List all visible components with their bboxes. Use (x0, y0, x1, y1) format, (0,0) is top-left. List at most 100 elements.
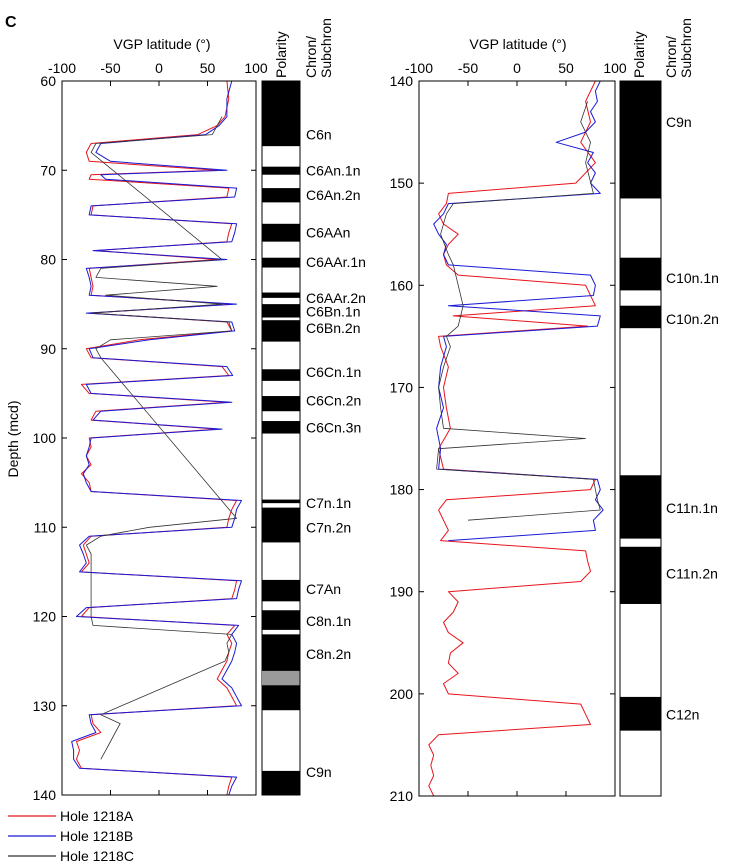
right-series-hole-1218c (436, 101, 601, 521)
legend-label: Hole 1218B (60, 828, 133, 844)
right-chron-label: C10n.1n (666, 270, 719, 286)
left-polarity-block-normal (262, 610, 300, 630)
panel-letter: C (5, 14, 17, 31)
right-polarity-block-normal (620, 305, 661, 329)
left-polarity-block-normal (262, 507, 300, 543)
right-chron-label: C11n.2n (666, 565, 718, 581)
left-chart: VGP latitude (°) Depth (mcd) -100 -50 0 50 1… (5, 18, 366, 803)
left-chron-label: C7n.1n (306, 495, 351, 511)
right-tick-labels: -100 -50 0 50 100 140 150 160 170 180 190 200 210 (390, 60, 627, 804)
right-chron-label: C12n (666, 706, 699, 722)
left-chron-label: C6Cn.3n (306, 419, 361, 435)
left-polarity-block-normal (262, 685, 300, 711)
right-plot-area (418, 80, 616, 797)
left-polarity-block-uncertain (262, 670, 300, 686)
left-traces (71, 81, 242, 795)
right-x-tick-label: -50 (458, 60, 478, 76)
right-polarity-block-normal (620, 546, 661, 604)
left-y-tick-label: 140 (33, 787, 57, 803)
left-y-tick-label: 110 (34, 519, 57, 535)
right-x-tick-label: 0 (513, 60, 521, 76)
left-series-hole-1218a (76, 81, 238, 795)
left-polarity-block-normal (262, 223, 300, 242)
left-polarity-block-normal (262, 257, 300, 268)
right-y-tick-label: 190 (390, 584, 414, 600)
left-y-tick-label: 70 (40, 162, 56, 178)
left-series-hole-1218c (85, 116, 238, 760)
left-polarity-block-normal (262, 499, 300, 504)
left-polarity-block-normal (262, 188, 300, 203)
right-plot-frame (418, 80, 616, 797)
right-chart: VGP latitude (°) -100 -50 0 50 100 140 150 160 1… (390, 18, 719, 804)
left-chron-label: C6Cn.2n (306, 393, 361, 409)
right-polarity-block-normal (620, 257, 661, 291)
right-header-chron: Chron/Subchron (663, 18, 694, 78)
left-chron-label: C6Bn.2n (306, 320, 360, 336)
right-x-axis-title: VGP latitude (°) (469, 36, 566, 52)
left-polarity-block-normal (262, 304, 300, 318)
left-polarity-block-normal (262, 166, 300, 175)
left-x-tick-label: -100 (48, 60, 76, 76)
right-chron-label: C11n.1n (666, 500, 718, 516)
right-chron-labels: C9n C10n.1n C10n.2n C11n.1n C11n.2n C12n (666, 114, 719, 722)
left-chron-label: C6AAn (306, 225, 350, 241)
left-polarity-block-normal (262, 421, 300, 434)
left-tick-labels: -100 -50 0 50 100 60 70 80 90 100 110 120 130 140 (33, 60, 268, 803)
left-polarity-block-normal (262, 396, 300, 412)
left-chron-label: C7n.2n (306, 519, 351, 535)
right-x-tick-label: -100 (405, 60, 433, 76)
right-y-tick-label: 140 (390, 73, 414, 89)
left-chron-label: C6An.1n (306, 162, 360, 178)
left-header-chron-line: Chron/ (303, 36, 319, 78)
left-header-chron-line: Subchron (318, 18, 334, 78)
left-series-hole-1218b (71, 81, 242, 795)
left-chron-label: C7An (306, 581, 341, 597)
left-polarity-block-normal (262, 579, 300, 602)
left-y-tick-label: 60 (40, 73, 56, 89)
left-column-headers: Polarity Chron/Subchron (273, 18, 334, 78)
right-polarity-frame (619, 80, 662, 797)
left-polarity-block-normal (262, 770, 300, 795)
right-header-chron-line: Chron/ (663, 36, 679, 78)
left-chron-label: C6An.2n (306, 187, 360, 203)
right-polarity-block-normal (620, 475, 661, 539)
left-y-tick-label: 100 (33, 430, 57, 446)
legend-label: Hole 1218A (60, 808, 134, 824)
left-y-tick-label: 80 (40, 252, 56, 268)
right-header-chron-line: Subchron (678, 18, 694, 78)
left-polarity-block-normal (262, 369, 300, 381)
right-y-tick-label: 210 (390, 788, 414, 804)
right-y-tick-label: 170 (390, 379, 414, 395)
left-header-chron: Chron/Subchron (303, 18, 334, 78)
left-polarity-column (261, 80, 301, 796)
left-chron-label: C6Cn.1n (306, 364, 361, 380)
left-chron-label: C6AAr.2n (306, 290, 366, 306)
left-x-axis-title: VGP latitude (°) (113, 36, 210, 52)
right-x-tick-label: 50 (558, 60, 574, 76)
left-x-tick-label: 50 (200, 60, 216, 76)
left-polarity-block-normal (262, 292, 300, 298)
left-chron-label: C8n.2n (306, 646, 351, 662)
right-polarity-block-normal (620, 696, 661, 731)
left-chron-label: C8n.1n (306, 613, 351, 629)
left-chron-labels: C6nC6An.1nC6An.2nC6AAnC6AAr.1nC6AAr.2nC6… (306, 127, 366, 780)
left-chron-label: C9n (306, 764, 332, 780)
left-y-tick-label: 90 (40, 341, 56, 357)
left-plot-area (61, 80, 257, 796)
left-chron-label: C6n (306, 127, 332, 143)
right-y-tick-label: 150 (390, 175, 414, 191)
right-x-tick-label: 100 (603, 60, 627, 76)
right-chron-label: C9n (666, 114, 692, 130)
left-polarity-block-normal (262, 634, 300, 671)
left-polarity-block-normal (262, 81, 300, 147)
right-header-polarity: Polarity (631, 31, 647, 78)
right-y-tick-label: 160 (390, 277, 414, 293)
legend-label: Hole 1218C (60, 848, 134, 864)
right-series-hole-1218b (433, 81, 604, 542)
left-y-tick-label: 130 (33, 698, 57, 714)
right-y-tick-label: 180 (390, 482, 414, 498)
left-chron-label: C6Bn.1n (306, 303, 360, 319)
right-column-headers: Polarity Chron/Subchron (631, 18, 694, 78)
right-y-tick-label: 200 (390, 686, 414, 702)
